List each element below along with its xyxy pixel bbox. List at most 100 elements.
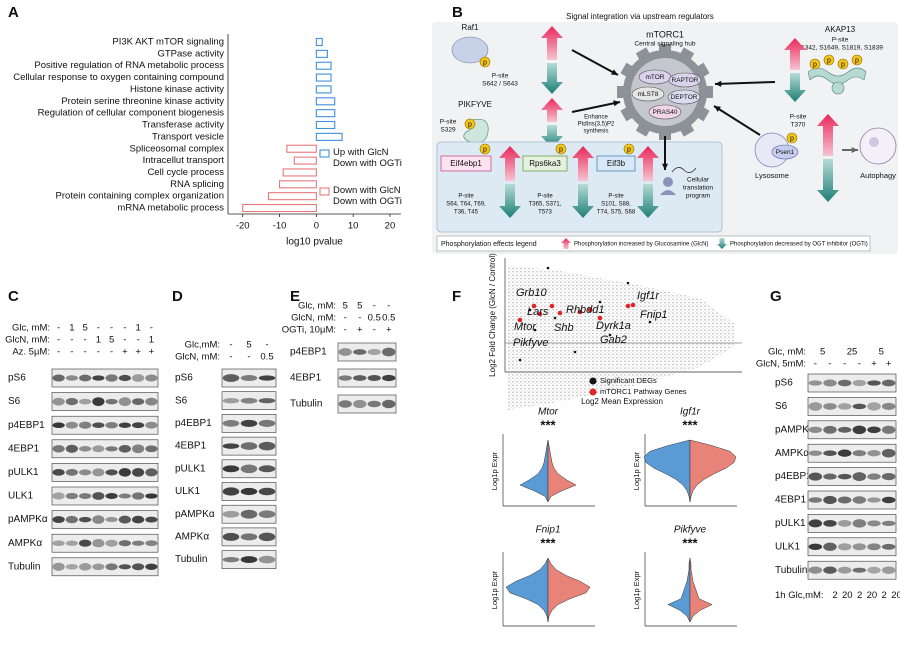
legend-text: Phosphorylation increased by Glucosamine… xyxy=(574,242,708,248)
blot-band xyxy=(132,444,145,454)
blot-band xyxy=(92,397,105,406)
blot-band xyxy=(338,375,352,381)
blot-band xyxy=(367,400,381,408)
category-label: Transferase activity xyxy=(142,120,224,131)
blot-band xyxy=(837,379,852,387)
pathway-point xyxy=(517,317,523,323)
gene-label: Gab2 xyxy=(600,334,627,346)
condition-value: - xyxy=(387,301,390,312)
regulator-name: PIKFYVE xyxy=(458,100,492,109)
note-label: PtdIns(3,5)P2 xyxy=(578,122,615,128)
blot-strip xyxy=(51,368,159,388)
band-label: p4EBP1 xyxy=(175,418,212,429)
band-label: AMPKα xyxy=(175,532,209,543)
phospho-label: p xyxy=(483,59,487,66)
site-label: T36, T45 xyxy=(454,210,479,216)
blot-band xyxy=(52,469,65,476)
blot-band xyxy=(118,493,131,499)
blot-band xyxy=(382,347,396,357)
blot-band xyxy=(79,493,92,499)
blot-band xyxy=(92,445,105,453)
band-label: p4EBP1 xyxy=(290,347,327,358)
band-label: 4EBP1 xyxy=(775,495,807,506)
blot-band xyxy=(881,402,896,410)
footer-value: 2 xyxy=(832,590,837,601)
phospho-label: p xyxy=(468,121,472,128)
blot-band xyxy=(881,472,896,481)
condition-value: - xyxy=(373,301,376,312)
blot-band xyxy=(145,397,158,406)
blot-band xyxy=(105,539,118,547)
gear-tooth xyxy=(635,121,652,137)
organelle-label: Lysosome xyxy=(755,171,789,180)
blot-band xyxy=(881,379,896,387)
band-label: S6 xyxy=(775,401,788,412)
condition-label: Glc, mM: xyxy=(12,323,50,334)
blot-band xyxy=(132,540,145,546)
band-label: pULK1 xyxy=(175,463,206,474)
bar xyxy=(278,180,317,189)
category-label: RNA splicing xyxy=(170,179,224,190)
violin-title: Fnip1 xyxy=(535,525,560,536)
condition-value: - xyxy=(344,325,347,336)
blot-band xyxy=(837,403,852,410)
condition-value: 0.5 xyxy=(368,313,381,324)
blot-band xyxy=(65,421,78,429)
up-arrow xyxy=(784,38,806,70)
blot-band xyxy=(118,397,131,407)
blot-band xyxy=(222,420,240,427)
blot-band xyxy=(105,374,118,382)
blot-band xyxy=(132,374,145,382)
blot-band xyxy=(258,419,276,427)
deg-point xyxy=(518,358,522,362)
protein xyxy=(451,36,489,64)
x-tick-label: -10 xyxy=(273,221,287,232)
blot-band xyxy=(823,403,837,410)
ribosome-body xyxy=(660,190,676,195)
deg-point xyxy=(533,328,537,332)
blot-band xyxy=(145,540,158,547)
bar xyxy=(315,73,332,82)
blot-strip xyxy=(51,439,159,459)
blot-band xyxy=(65,468,78,476)
site-label: P-site xyxy=(832,37,849,44)
category-label: Regulation of cellular component biogene… xyxy=(38,108,225,119)
up-arrow xyxy=(541,26,563,60)
down-arrow xyxy=(717,238,727,249)
blot-band xyxy=(867,520,881,527)
down-arrow xyxy=(817,159,839,202)
blot-band xyxy=(222,374,240,382)
blot-band xyxy=(222,487,240,496)
blot-band xyxy=(132,492,145,500)
site-label: P-site xyxy=(537,194,553,200)
regulator-name: Raf1 xyxy=(462,23,479,32)
footer-value: 20 xyxy=(842,590,853,601)
condition-value: + xyxy=(122,347,128,358)
phospho-site xyxy=(464,118,476,130)
legend-dot xyxy=(589,388,597,396)
y-axis-label: Log2 Fold Change (GlcN / Control) xyxy=(488,253,497,377)
blot-band xyxy=(105,563,118,571)
gene-label: Rhbdd1 xyxy=(566,304,605,316)
blot-band xyxy=(867,402,881,411)
pathway-point xyxy=(597,315,603,321)
blot-band xyxy=(52,492,65,500)
blot-band xyxy=(837,449,852,457)
protein-box xyxy=(596,155,636,172)
condition-value: - xyxy=(57,335,60,346)
category-label: Cell cycle process xyxy=(147,167,224,178)
up-arrow xyxy=(817,114,839,156)
panel-label: G xyxy=(770,288,782,305)
ribosome xyxy=(663,177,673,187)
gene-label: Lars xyxy=(527,306,549,318)
blot-band xyxy=(258,441,276,451)
blot-band xyxy=(65,375,78,381)
blot-band xyxy=(65,492,78,500)
note-label: Enhance xyxy=(584,115,608,121)
site-label: P-site xyxy=(492,73,509,80)
blot-band xyxy=(92,468,105,477)
band-label: ULK1 xyxy=(175,486,200,497)
blot-strip xyxy=(807,537,897,557)
condition-value: - xyxy=(150,323,153,334)
point-cloud xyxy=(508,265,735,411)
